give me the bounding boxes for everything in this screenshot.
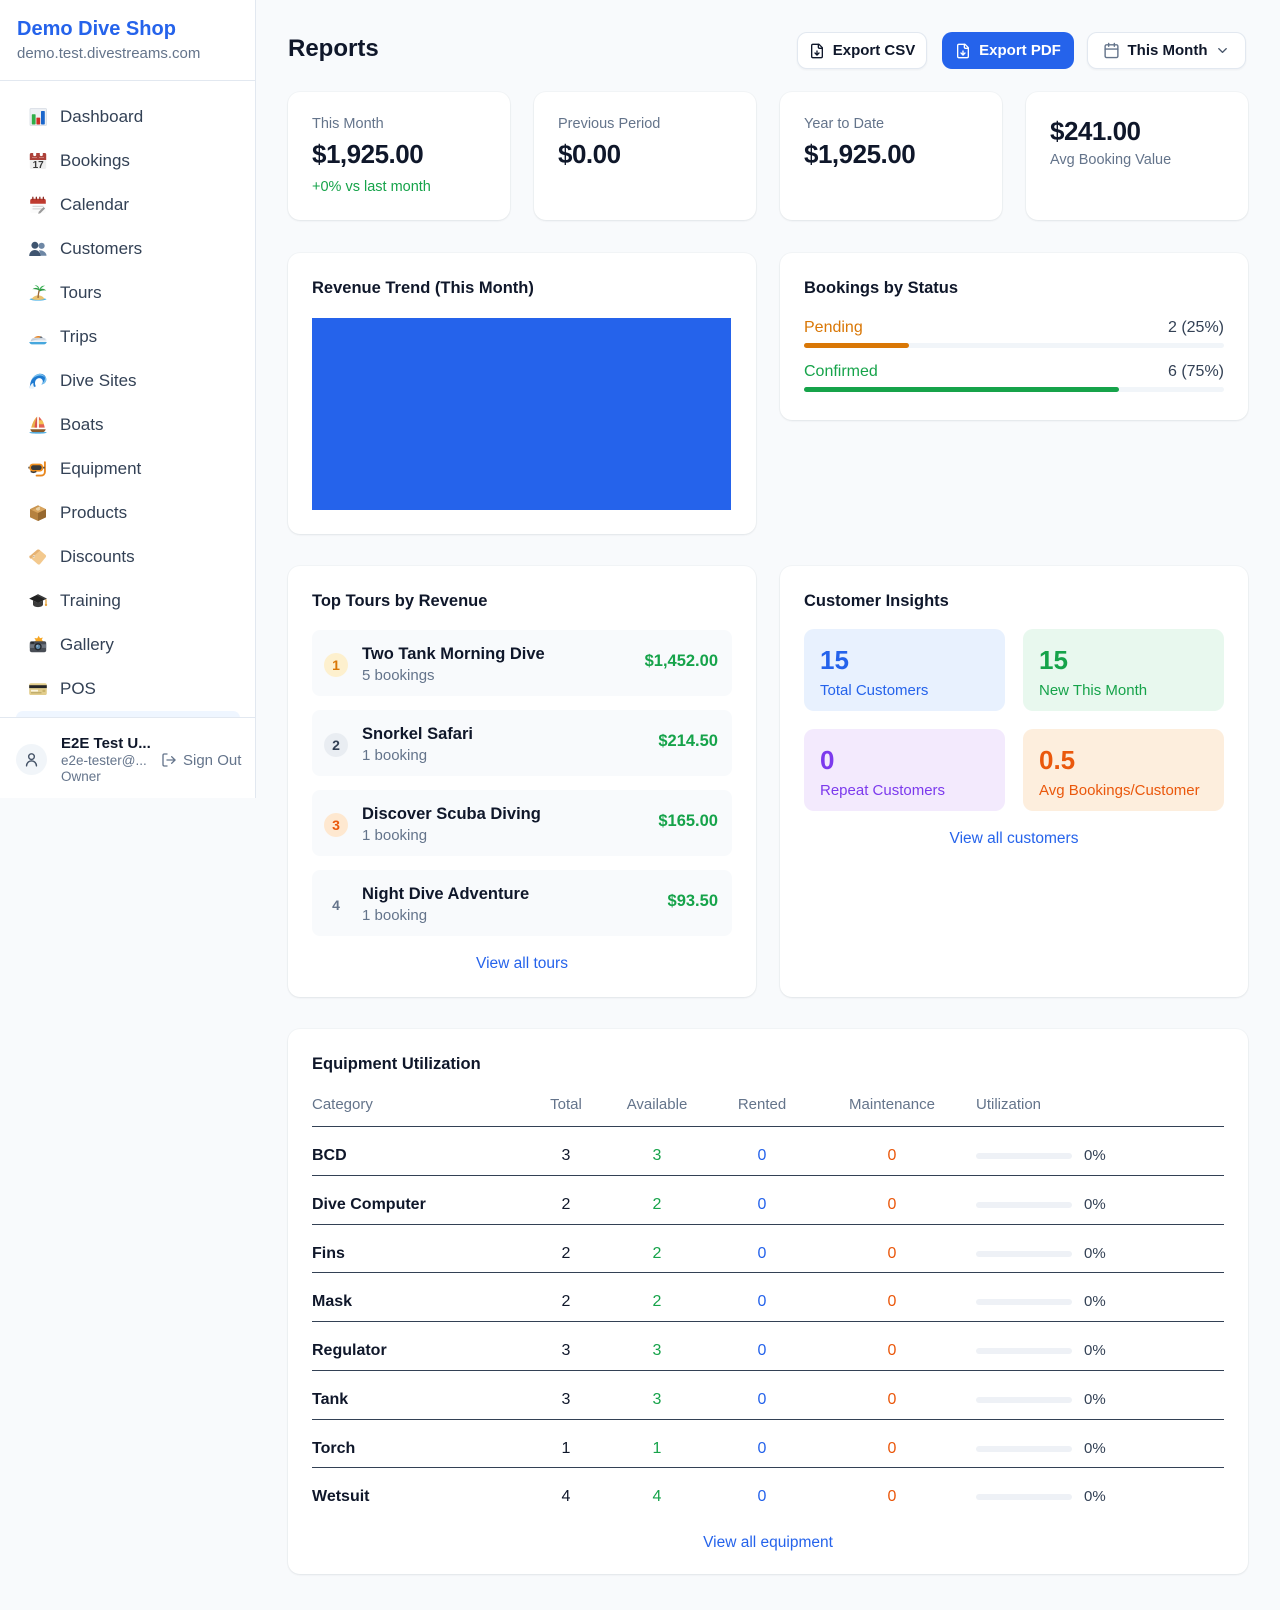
svg-text:17: 17: [33, 160, 45, 171]
